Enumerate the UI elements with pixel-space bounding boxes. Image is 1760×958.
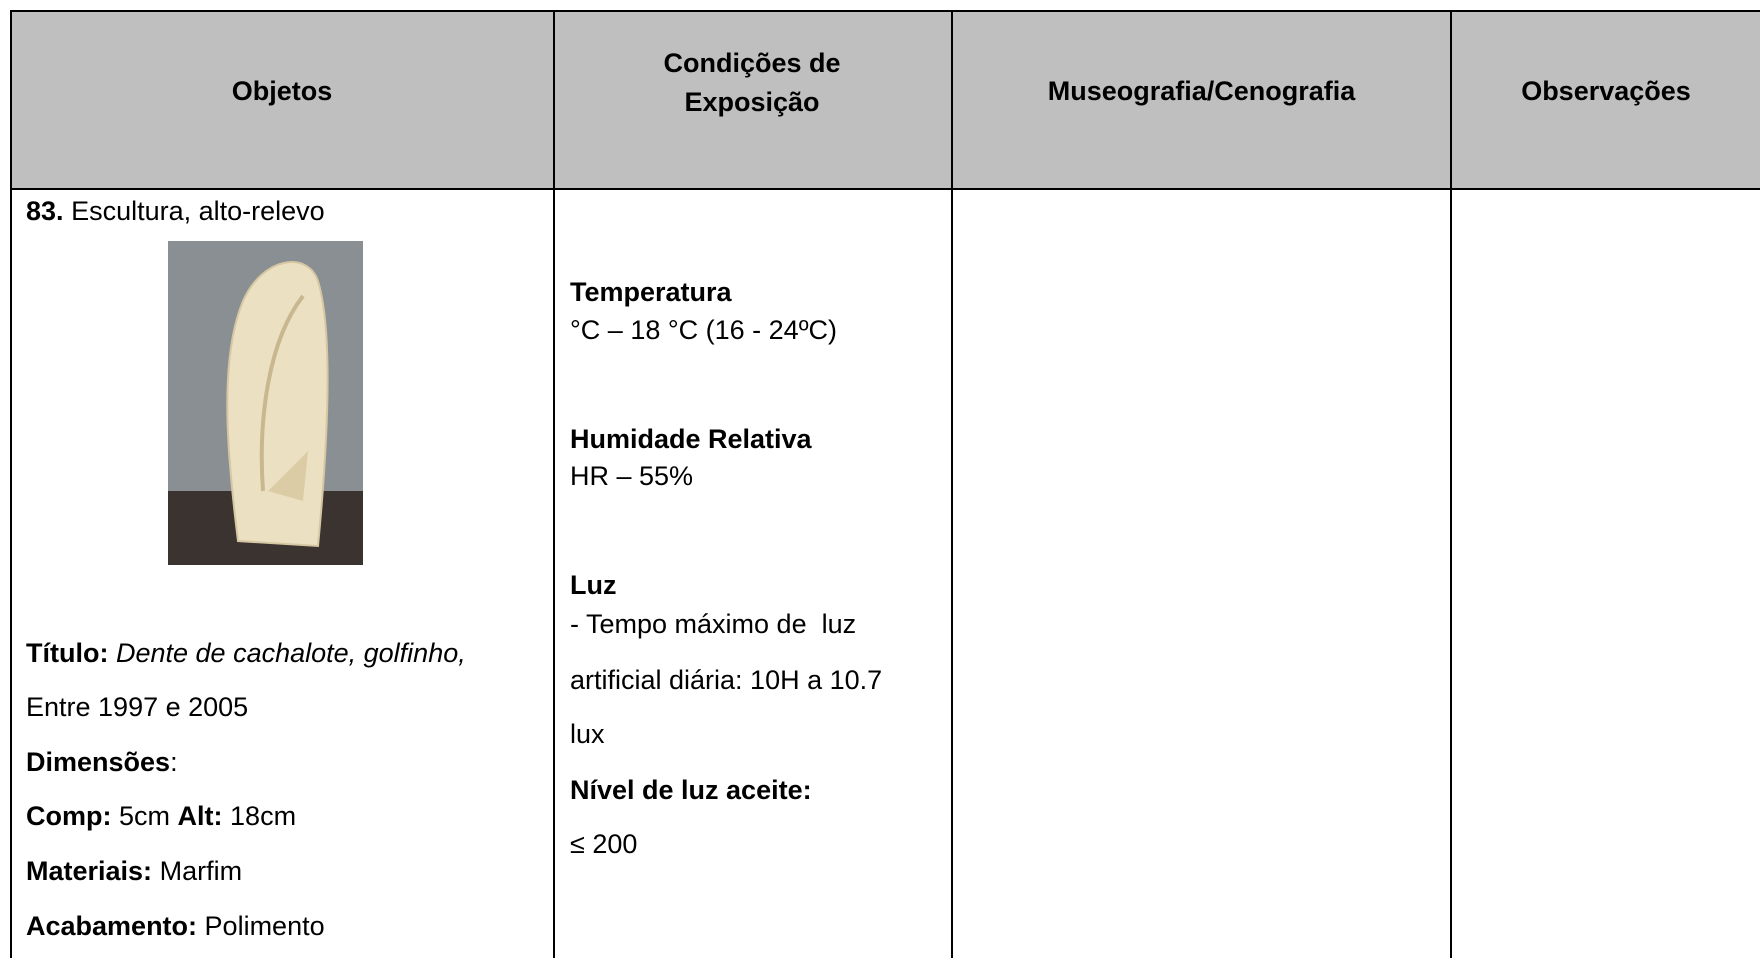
object-materials: Materiais: Marfim: [26, 855, 242, 887]
object-finish: Acabamento: Polimento: [26, 910, 325, 942]
value: 18cm: [230, 801, 297, 831]
border: [10, 10, 12, 958]
label: Materiais:: [26, 856, 153, 886]
condition-value: - Tempo máximo de luz: [570, 609, 857, 639]
label: Acabamento:: [26, 911, 198, 941]
value: :: [170, 747, 178, 777]
label: Alt:: [177, 801, 223, 831]
object-date: Entre 1997 e 2005: [26, 692, 249, 722]
object-number: 83.: [26, 196, 64, 226]
column-header: Observações: [1521, 76, 1691, 106]
value: Marfim: [159, 856, 243, 886]
condition-heading: Luz: [570, 570, 617, 600]
border: [11, 10, 1760, 12]
object-photo: [168, 241, 363, 565]
label: Título:: [26, 638, 109, 668]
object-dimensions: Dimensões:: [26, 746, 178, 778]
value: Dente de cachalote, golfinho,: [115, 638, 466, 668]
object-heading: 83. Escultura, alto-relevo: [26, 195, 325, 227]
border: [1450, 10, 1452, 958]
condition-heading: Nível de luz aceite:: [570, 775, 812, 805]
condition-value: ≤ 200: [570, 829, 638, 859]
object-name: Escultura, alto-relevo: [71, 196, 325, 226]
condition-value: lux: [570, 719, 605, 749]
border: [11, 188, 1760, 190]
object-title: Título: Dente de cachalote, golfinho,: [26, 637, 466, 669]
column-header: Museografia/Cenografia: [1047, 76, 1356, 106]
value: Polimento: [204, 911, 325, 941]
column-header: Condições de Exposição: [663, 48, 841, 117]
condition-value: artificial diária: 10H a 10.7: [570, 665, 883, 695]
condition-heading: Humidade Relativa: [570, 424, 812, 454]
label: Comp:: [26, 801, 112, 831]
label: Dimensões: [26, 747, 171, 777]
value: 5cm: [119, 801, 171, 831]
object-size: Comp: 5cm Alt: 18cm: [26, 800, 296, 832]
condition-heading: Temperatura: [570, 277, 732, 307]
column-header: Objetos: [231, 76, 333, 106]
condition-value: HR – 55%: [570, 461, 694, 491]
condition-value: °C – 18 °C (16 - 24ºC): [570, 315, 838, 345]
border: [951, 10, 953, 958]
border: [553, 10, 555, 958]
header-background: [11, 11, 1760, 189]
